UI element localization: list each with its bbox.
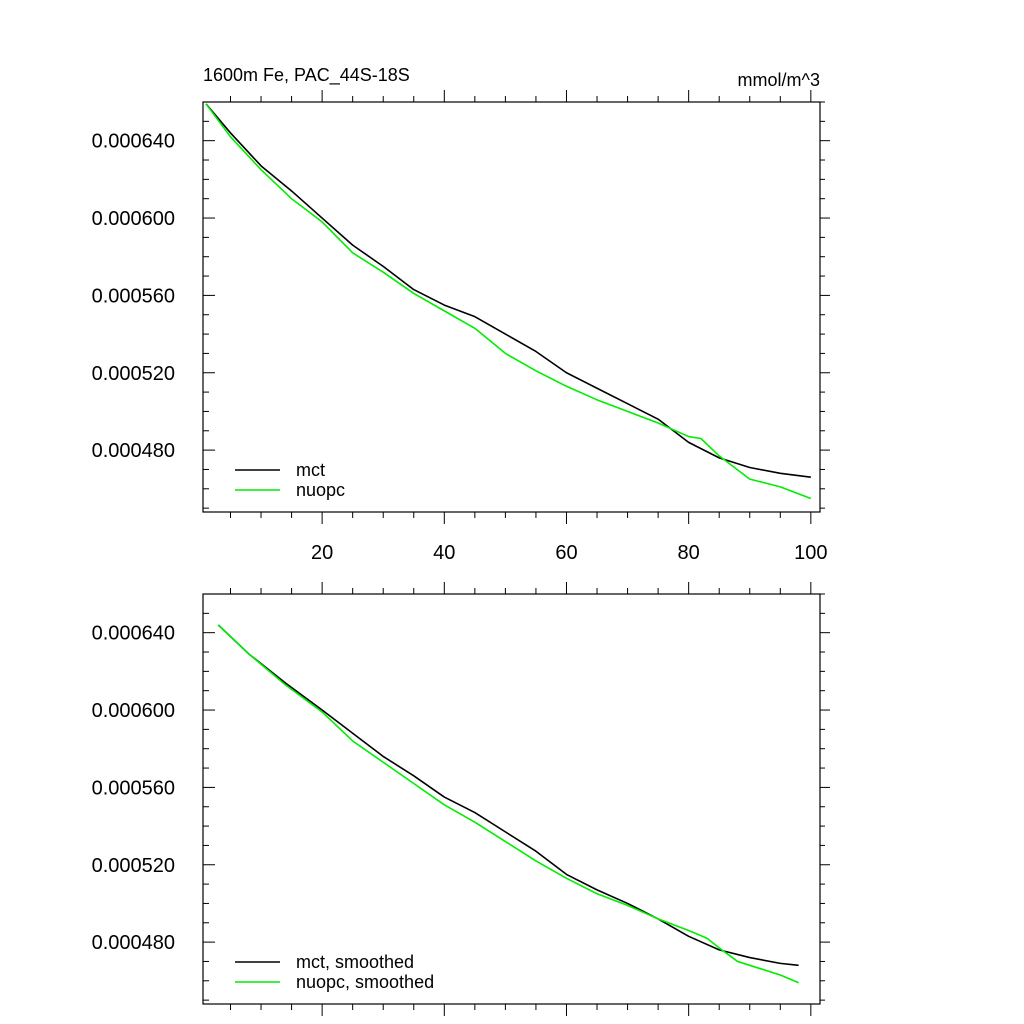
bottom-panel: 0.000480 0.000520 0.000560 0.000600 0.000640… [92,582,830,1016]
x-tick-label: 60 [555,542,577,564]
bottom-axis-ticks: 0.000480 0.000520 0.000560 0.000600 0.000640 [92,582,830,1016]
x-tick-label: 40 [433,542,455,564]
y-tick-label: 0.000600 [92,208,175,230]
bottom-series-group [217,624,799,984]
chart-title-units: mmol/m^3 [738,70,820,90]
y-tick-label: 0.000640 [92,623,175,645]
top-series-group [205,103,812,500]
series-line-nuopc [205,103,812,500]
legend-label: mct, smoothed [296,952,414,972]
chart-title-left: 1600m Fe, PAC_44S-18S [203,65,410,86]
x-tick-label: 80 [678,542,700,564]
y-tick-label: 0.000520 [92,855,175,877]
series-line-mct [217,624,799,967]
bottom-plot-frame [202,593,821,1005]
x-tick-label: 100 [794,542,827,564]
legend-label: nuopc, smoothed [296,972,434,992]
top-panel: 1600m Fe, PAC_44S-18S mmol/m^3 0.0004800… [92,65,830,564]
legend-label: nuopc [296,480,345,500]
legend-label: mct [296,460,325,480]
y-tick-label: 0.000560 [92,285,175,307]
y-tick-label: 0.000640 [92,131,175,153]
y-tick-label: 0.000480 [92,440,175,462]
y-tick-label: 0.000520 [92,363,175,385]
y-tick-label: 0.000600 [92,700,175,722]
y-tick-label: 0.000560 [92,777,175,799]
top-plot-frame [202,101,821,513]
series-line-mct [205,103,811,478]
series-line-nuopc [217,624,799,984]
x-tick-label: 20 [311,542,333,564]
y-tick-label: 0.000480 [92,932,175,954]
top-axis-ticks: 0.000480 0.000520 0.000560 0.000600 0.000640… [92,90,830,564]
